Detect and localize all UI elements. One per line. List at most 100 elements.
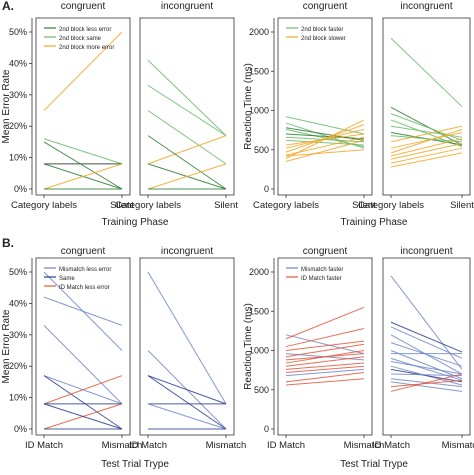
- series-line-A1: [43, 31, 123, 111]
- series-line-A2: [390, 128, 463, 154]
- y-tick-label-B1: 20%: [9, 361, 27, 371]
- panel-frame-B1: [139, 257, 235, 436]
- series-line-B2: [285, 362, 365, 370]
- y-tick-label-B2: 500: [254, 385, 269, 395]
- y-tick-label-B1: 0%: [14, 424, 27, 434]
- series-line-B1: [43, 325, 123, 405]
- y-tick-label-A2: 1000: [249, 106, 269, 116]
- panel-frame-A1: [35, 17, 131, 196]
- y-tick-label-A1: 10%: [9, 153, 27, 163]
- panel-frame-A1: [139, 17, 235, 196]
- legend-label-A2: 2nd block slower: [301, 36, 346, 42]
- y-tick-label-B2: 2000: [249, 267, 269, 277]
- x-tick-label-A2: Silent: [352, 200, 376, 211]
- series-line-B2: [285, 340, 365, 351]
- series-line-A2: [390, 138, 463, 157]
- panel-label-b: B.: [2, 236, 14, 250]
- panel-frame-A2: [382, 17, 471, 196]
- legend-label-B1: Mismatch less error: [59, 267, 111, 273]
- series-line-B2: [390, 381, 463, 392]
- series-line-B2: [390, 321, 463, 353]
- series-line-B1: [43, 403, 123, 430]
- series-line-A2: [285, 116, 365, 135]
- series-line-B1: [147, 375, 227, 405]
- facet-title-B1: congruent: [61, 246, 106, 257]
- panel-label-a: A.: [2, 0, 14, 13]
- series-line-A2: [285, 124, 365, 153]
- y-axis-label-B2: Reaction Time (ms): [243, 303, 254, 390]
- series-line-B2: [285, 306, 365, 340]
- facet-title-A1: incongruent: [161, 1, 213, 12]
- series-line-A1: [43, 141, 123, 190]
- series-line-A2: [390, 142, 463, 160]
- facet-title-B2: congruent: [303, 246, 348, 257]
- x-tick-label-B1: ID Match: [129, 440, 167, 451]
- series-line-A2: [285, 119, 365, 159]
- series-line-A1: [43, 163, 123, 190]
- x-tick-label-A2: Silent: [450, 200, 474, 211]
- y-tick-label-A1: 0%: [14, 184, 27, 194]
- series-line-B2: [390, 350, 463, 380]
- series-line-A2: [285, 133, 365, 140]
- y-tick-label-A1: 20%: [9, 121, 27, 131]
- series-line-A2: [285, 139, 365, 163]
- series-line-A1: [147, 84, 227, 137]
- series-line-A2: [390, 119, 463, 148]
- x-tick-label-A1: Category labels: [11, 200, 77, 211]
- facet-title-B1: incongruent: [161, 246, 213, 257]
- series-line-A1: [147, 59, 227, 136]
- x-tick-label-A1: Category labels: [115, 200, 181, 211]
- series-line-B2: [285, 368, 365, 377]
- y-tick-label-A2: 0: [264, 184, 269, 194]
- y-tick-label-A1: 50%: [9, 27, 27, 37]
- series-line-A2: [390, 113, 463, 141]
- series-line-B1: [43, 296, 123, 326]
- panel-frame-B2: [382, 257, 471, 436]
- y-tick-label-A1: 30%: [9, 90, 27, 100]
- x-tick-label-B2: ID Match: [267, 440, 305, 451]
- facet-title-B2: incongruent: [400, 246, 452, 257]
- y-axis-label-A1: Mean Error Rate: [1, 69, 12, 143]
- y-tick-label-B1: 10%: [9, 393, 27, 403]
- series-line-A2: [390, 106, 463, 146]
- x-tick-label-A2: Category labels: [358, 200, 424, 211]
- x-axis-label-A2: Training Phase: [341, 217, 408, 228]
- legend-label-A1: 2nd block less error: [59, 27, 111, 33]
- series-line-A2: [390, 152, 463, 168]
- series-line-B1: [147, 375, 227, 430]
- series-line-B2: [390, 275, 463, 370]
- panel-frame-A2: [277, 17, 373, 196]
- y-tick-label-B2: 1000: [249, 346, 269, 356]
- series-line-A1: [43, 138, 123, 165]
- series-line-B2: [285, 334, 365, 355]
- x-axis-label-B1: Test Trial Trype: [101, 459, 169, 470]
- series-line-B2: [390, 326, 463, 359]
- y-tick-label-A2: 1500: [249, 66, 269, 76]
- series-line-A2: [390, 147, 463, 164]
- legend-label-A1: 2nd block more error: [59, 45, 114, 51]
- x-tick-label-B2: Mismatch: [344, 440, 385, 451]
- y-axis-label-A2: Reaction Time (ms): [243, 63, 254, 150]
- facet-title-A1: congruent: [61, 1, 106, 12]
- series-line-B2: [390, 379, 463, 388]
- legend-label-B1: Same: [59, 276, 75, 282]
- series-line-B2: [390, 360, 463, 375]
- series-line-B2: [285, 343, 365, 358]
- facet-title-A2: incongruent: [400, 1, 452, 12]
- x-tick-label-B1: Mismatch: [206, 440, 247, 451]
- series-line-B1: [147, 271, 227, 405]
- legend-label-A1: 2nd block same: [59, 36, 102, 42]
- legend-label-B2: Mismatch faster: [301, 267, 343, 273]
- series-line-A2: [390, 135, 463, 143]
- series-line-B2: [285, 365, 365, 373]
- y-tick-label-A2: 500: [254, 145, 269, 155]
- series-line-A2: [285, 149, 365, 157]
- series-line-B2: [390, 342, 463, 367]
- panel-frame-B2: [277, 257, 373, 436]
- series-line-A2: [390, 125, 463, 138]
- y-tick-label-B1: 40%: [9, 298, 27, 308]
- x-tick-label-B1: ID Match: [25, 440, 63, 451]
- series-line-B2: [390, 373, 463, 377]
- y-axis-label-B1: Mean Error Rate: [1, 309, 12, 383]
